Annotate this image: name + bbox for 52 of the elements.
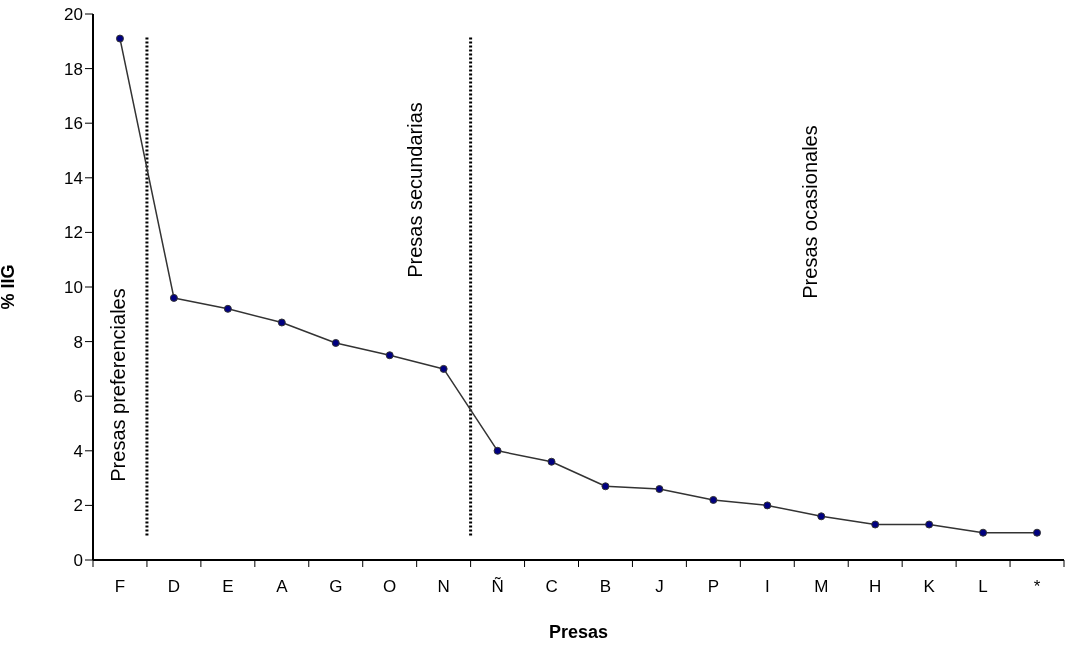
y-tick-label: 10 <box>64 278 83 298</box>
y-tick-label: 6 <box>73 387 83 407</box>
point <box>547 457 556 466</box>
y-tick-label: 0 <box>73 551 83 571</box>
y-tick-label: 4 <box>73 441 83 461</box>
point <box>817 512 826 521</box>
y-tick-label: 2 <box>73 496 83 516</box>
point <box>493 446 502 455</box>
x-tick-label: G <box>329 577 343 596</box>
x-tick-label: A <box>276 577 289 596</box>
x-tick-label: D <box>167 577 181 596</box>
point <box>871 520 880 529</box>
y-tick-label: 18 <box>64 59 83 79</box>
x-tick-label: K <box>923 577 936 596</box>
x-tick-label: F <box>114 577 126 596</box>
x-tick-label: I <box>764 577 770 596</box>
x-tick-label: O <box>383 577 397 596</box>
point <box>115 34 124 43</box>
point <box>655 485 664 494</box>
y-tick-label: 20 <box>64 5 83 25</box>
point <box>277 318 286 327</box>
point <box>709 495 718 504</box>
annotation: Presas preferenciales <box>107 288 129 482</box>
x-tick-label: J <box>655 577 664 596</box>
x-tick-label: Ñ <box>491 577 504 596</box>
point <box>763 501 772 510</box>
y-tick-label: 14 <box>64 168 83 188</box>
x-tick-label: * <box>1033 577 1041 596</box>
x-tick-label: C <box>545 577 558 596</box>
x-tick-label: E <box>222 577 234 596</box>
point <box>979 528 988 537</box>
y-axis-title: % IIG <box>0 264 19 310</box>
x-tick-label: L <box>978 577 988 596</box>
annotation: Presas secundarias <box>404 102 426 278</box>
point <box>385 351 394 360</box>
annotation: Presas ocasionales <box>799 125 821 299</box>
x-tick-label: B <box>599 577 612 596</box>
x-tick-label: N <box>437 577 450 596</box>
y-tick-label: 8 <box>73 332 83 352</box>
point <box>601 482 610 491</box>
point <box>1033 528 1042 537</box>
point <box>223 304 232 313</box>
x-tick-label: P <box>707 577 720 596</box>
x-tick-label: M <box>814 577 829 596</box>
point <box>331 338 340 347</box>
y-tick-label: 16 <box>64 114 83 134</box>
x-axis-title: Presas <box>548 622 609 642</box>
point <box>439 364 448 373</box>
x-tick-label: H <box>869 577 882 596</box>
point <box>925 520 934 529</box>
y-tick-label: 12 <box>64 223 83 243</box>
point <box>169 293 178 302</box>
